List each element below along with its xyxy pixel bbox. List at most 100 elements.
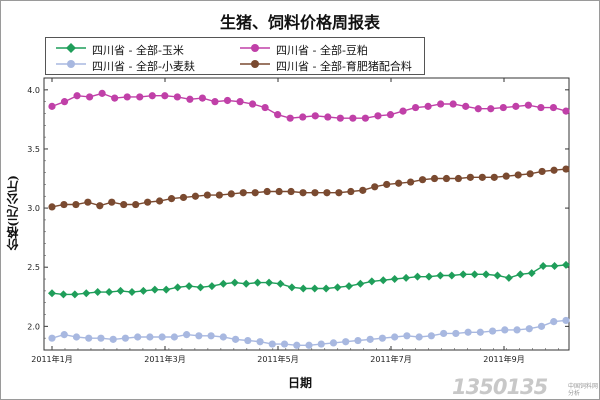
data-point-bran [427,332,435,340]
data-point-bran [146,333,154,341]
y-tick-label: 2.5 [27,263,40,272]
data-point-bran [501,326,509,334]
data-point-bran [464,328,472,336]
data-point-corn [276,279,285,288]
x-axis-label: 日期 [287,376,312,390]
data-point-corn [470,270,479,279]
data-point-corn [253,278,262,287]
legend-marker-corn [56,43,86,53]
data-point-soymeal [223,96,232,105]
data-point-bran [354,336,362,345]
legend-marker-soymeal [240,44,270,52]
data-point-soymeal [311,112,319,120]
data-point-soymeal [361,114,370,122]
data-point-corn [207,282,216,291]
legend-label-bran: 四川省 - 全部-小麦麸 [92,60,195,73]
data-point-feed [514,171,522,179]
chart-title: 生猪、饲料价格周报表 [219,13,380,32]
x-tick-label: 2011年5月 [257,354,298,364]
data-point-feed [215,191,223,199]
data-point-feed [442,174,451,183]
data-point-bran [550,318,558,326]
data-point-corn [265,278,274,287]
data-point-feed [359,186,367,194]
data-point-corn [459,270,468,279]
data-point-soymeal [123,93,131,101]
data-point-bran [329,339,338,347]
data-point-corn [310,284,319,293]
data-point-bran [97,334,105,342]
data-point-feed [48,203,56,211]
data-point-corn [139,286,148,295]
data-point-corn [82,289,91,298]
data-point-bran [317,340,325,348]
data-point-bran [537,322,546,330]
data-point-soymeal [386,111,395,119]
data-point-corn [367,277,376,286]
y-tick-label: 4.0 [27,86,40,95]
data-point-bran [256,338,264,346]
data-point-corn [447,271,456,280]
legend-label-corn: 四川省 - 全部-玉米 [92,44,184,57]
data-point-corn [162,285,171,294]
data-point-bran [231,335,240,343]
data-point-corn [504,273,513,282]
data-point-soymeal [111,94,119,102]
data-point-soymeal [286,114,294,122]
data-point-soymeal [424,102,432,110]
data-point-soymeal [136,93,144,101]
data-point-bran [195,332,203,340]
data-point-bran [134,333,142,341]
data-point-soymeal [248,100,257,108]
data-point-soymeal [161,92,169,100]
data-point-soymeal [299,113,307,121]
data-point-bran [268,340,276,348]
data-point-soymeal [48,102,56,110]
data-point-bran [513,326,521,334]
data-point-corn [185,282,194,291]
data-point-feed [96,202,104,210]
legend-marker-feed [240,60,270,68]
data-point-bran [48,334,56,342]
y-axis-label: 价格(元/公斤) [6,175,20,251]
data-point-soymeal [336,114,344,122]
data-point-soymeal [437,100,445,108]
data-point-soymeal [374,112,382,120]
data-point-soymeal [562,107,570,115]
data-point-corn [48,289,56,298]
data-point-soymeal [98,89,106,97]
data-point-soymeal [73,92,81,100]
data-point-bran [280,340,289,348]
data-point-soymeal [462,102,470,110]
data-point-bran [207,332,215,340]
x-tick-label: 2011年1月 [31,354,72,364]
data-point-corn [390,275,399,284]
data-point-corn [527,269,536,278]
data-point-bran [488,327,497,335]
x-tick-label: 2011年9月 [483,354,524,364]
data-point-bran [562,316,570,325]
data-point-corn [105,288,114,297]
data-point-soymeal [524,101,532,109]
data-point-feed [502,172,510,180]
data-point-feed [490,173,498,181]
data-point-corn [93,288,102,297]
data-point-feed [251,189,259,197]
data-point-bran [109,335,117,343]
data-point-feed [60,200,68,209]
data-point-bran [403,332,411,340]
data-point-soymeal [399,107,407,115]
data-point-corn [242,279,251,288]
data-point-feed [263,187,271,196]
data-point-soymeal [499,103,507,112]
y-tick-label: 3.0 [27,204,40,213]
data-point-soymeal [211,98,219,106]
data-point-corn [550,262,559,271]
data-point-feed [287,187,295,196]
data-point-bran [244,336,252,345]
x-tick-label: 2011年7月 [370,354,411,364]
data-point-feed [562,165,570,173]
data-point-feed [383,180,391,189]
data-point-feed [466,173,474,181]
